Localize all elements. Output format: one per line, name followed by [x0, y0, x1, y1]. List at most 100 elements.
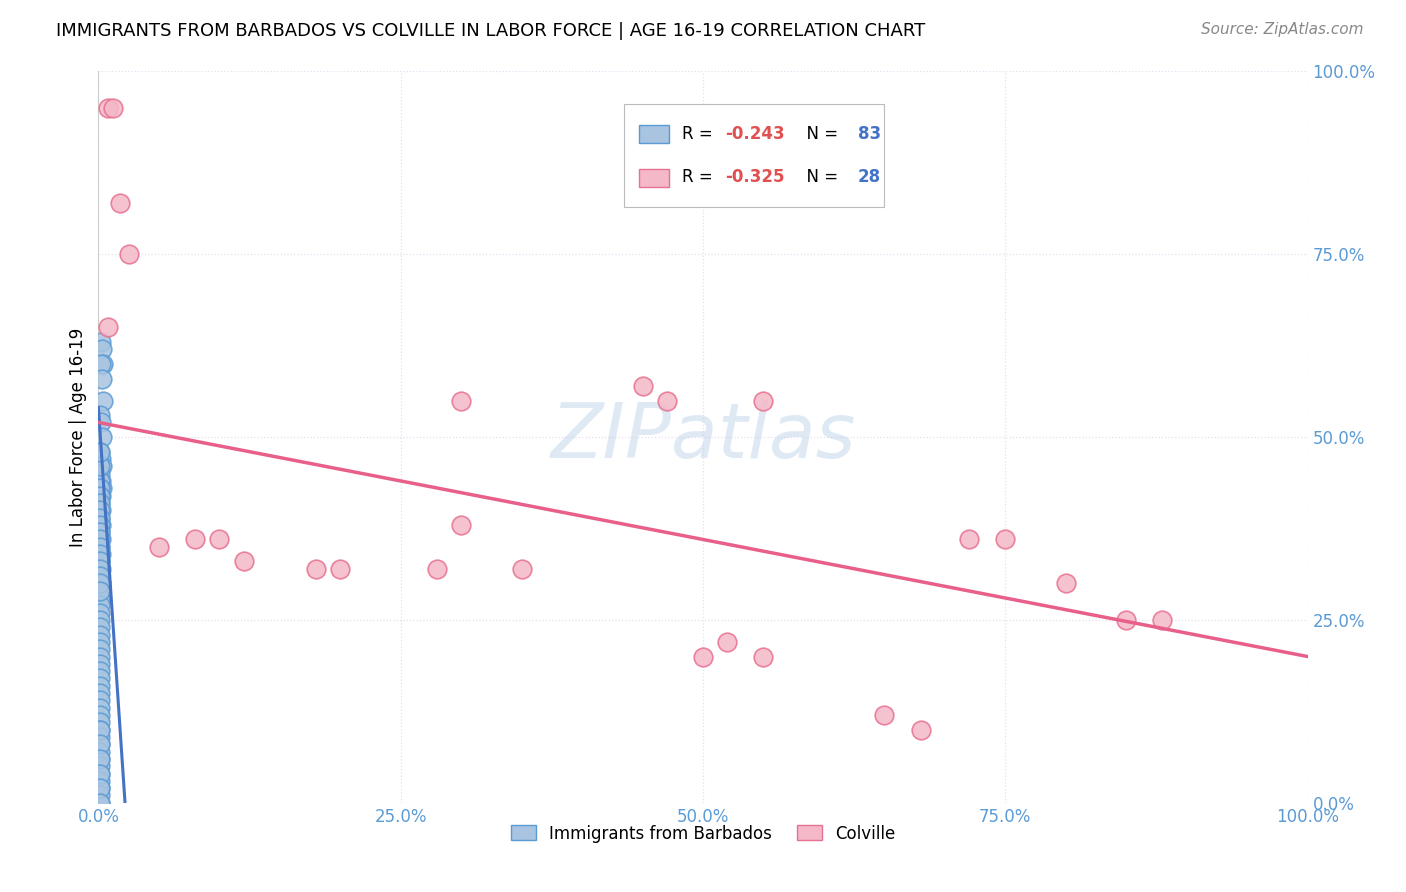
Point [89, 540, 111, 554]
Point [873, 708, 896, 723]
Point [89, 759, 111, 773]
Point [90, 533, 112, 547]
Text: 28: 28 [858, 169, 882, 186]
Point [305, 562, 328, 576]
Point [89, 693, 111, 707]
Point [89, 766, 111, 780]
Point [89, 613, 111, 627]
Point [90, 357, 112, 371]
Point [89, 745, 111, 759]
Point [89, 547, 111, 561]
Point [655, 393, 678, 408]
Point [89, 489, 111, 503]
Point [89, 517, 111, 532]
Point [89, 496, 111, 510]
Point [631, 379, 654, 393]
Point [89, 766, 111, 780]
Point [97, 101, 120, 115]
Point [89, 474, 111, 488]
Point [1115, 613, 1137, 627]
Point [957, 533, 980, 547]
Point [510, 562, 533, 576]
Text: 83: 83 [858, 125, 882, 143]
Point [89, 627, 111, 641]
Point [89, 796, 111, 810]
Point [910, 723, 932, 737]
Point [89, 700, 111, 714]
Point [89, 606, 111, 620]
Point [89, 540, 111, 554]
Point [89, 635, 111, 649]
Point [89, 796, 111, 810]
Point [89, 737, 111, 751]
Point [91, 371, 114, 385]
Point [89, 657, 111, 671]
Point [90, 503, 112, 517]
Point [90, 489, 112, 503]
Point [89, 672, 111, 686]
Point [91, 481, 114, 495]
Point [89, 773, 111, 788]
Point [89, 789, 111, 803]
Point [89, 576, 111, 591]
Point [752, 649, 775, 664]
FancyBboxPatch shape [638, 169, 669, 187]
Point [89, 679, 111, 693]
Point [426, 562, 449, 576]
Point [89, 510, 111, 524]
Point [89, 723, 111, 737]
Point [90, 517, 112, 532]
Point [89, 620, 111, 634]
Point [91, 430, 114, 444]
FancyBboxPatch shape [638, 125, 669, 143]
Point [89, 525, 111, 540]
Point [89, 599, 111, 613]
Point [91, 393, 114, 408]
Point [89, 481, 111, 495]
Point [89, 525, 111, 540]
Y-axis label: In Labor Force | Age 16-19: In Labor Force | Age 16-19 [69, 327, 87, 547]
Point [89, 459, 111, 474]
Point [208, 533, 231, 547]
Text: -0.243: -0.243 [724, 125, 785, 143]
Point [91, 343, 114, 357]
Point [90, 334, 112, 349]
Point [89, 737, 111, 751]
Point [89, 781, 111, 796]
Text: -0.325: -0.325 [724, 169, 785, 186]
Point [90, 547, 112, 561]
Point [90, 562, 112, 576]
Point [118, 247, 141, 261]
Point [89, 554, 111, 568]
Point [108, 196, 131, 211]
Text: N =: N = [796, 125, 844, 143]
Point [752, 393, 775, 408]
Point [89, 444, 111, 458]
Point [450, 517, 472, 532]
Point [89, 510, 111, 524]
Point [89, 752, 111, 766]
Text: N =: N = [796, 169, 844, 186]
Point [89, 708, 111, 723]
Text: R =: R = [682, 125, 718, 143]
Point [89, 408, 111, 422]
Point [90, 576, 112, 591]
Point [716, 635, 738, 649]
Legend: Immigrants from Barbados, Colville: Immigrants from Barbados, Colville [503, 818, 903, 849]
Point [89, 467, 111, 481]
Point [148, 540, 170, 554]
Point [89, 569, 111, 583]
Text: IMMIGRANTS FROM BARBADOS VS COLVILLE IN LABOR FORCE | AGE 16-19 CORRELATION CHAR: IMMIGRANTS FROM BARBADOS VS COLVILLE IN … [56, 22, 925, 40]
Point [89, 444, 111, 458]
Point [89, 503, 111, 517]
Text: ZIPatlas: ZIPatlas [550, 401, 856, 474]
Point [91, 357, 114, 371]
Text: Source: ZipAtlas.com: Source: ZipAtlas.com [1201, 22, 1364, 37]
Point [91, 459, 114, 474]
Point [994, 533, 1017, 547]
Point [89, 569, 111, 583]
Point [90, 474, 112, 488]
Point [89, 583, 111, 598]
Point [89, 781, 111, 796]
Point [90, 416, 112, 430]
